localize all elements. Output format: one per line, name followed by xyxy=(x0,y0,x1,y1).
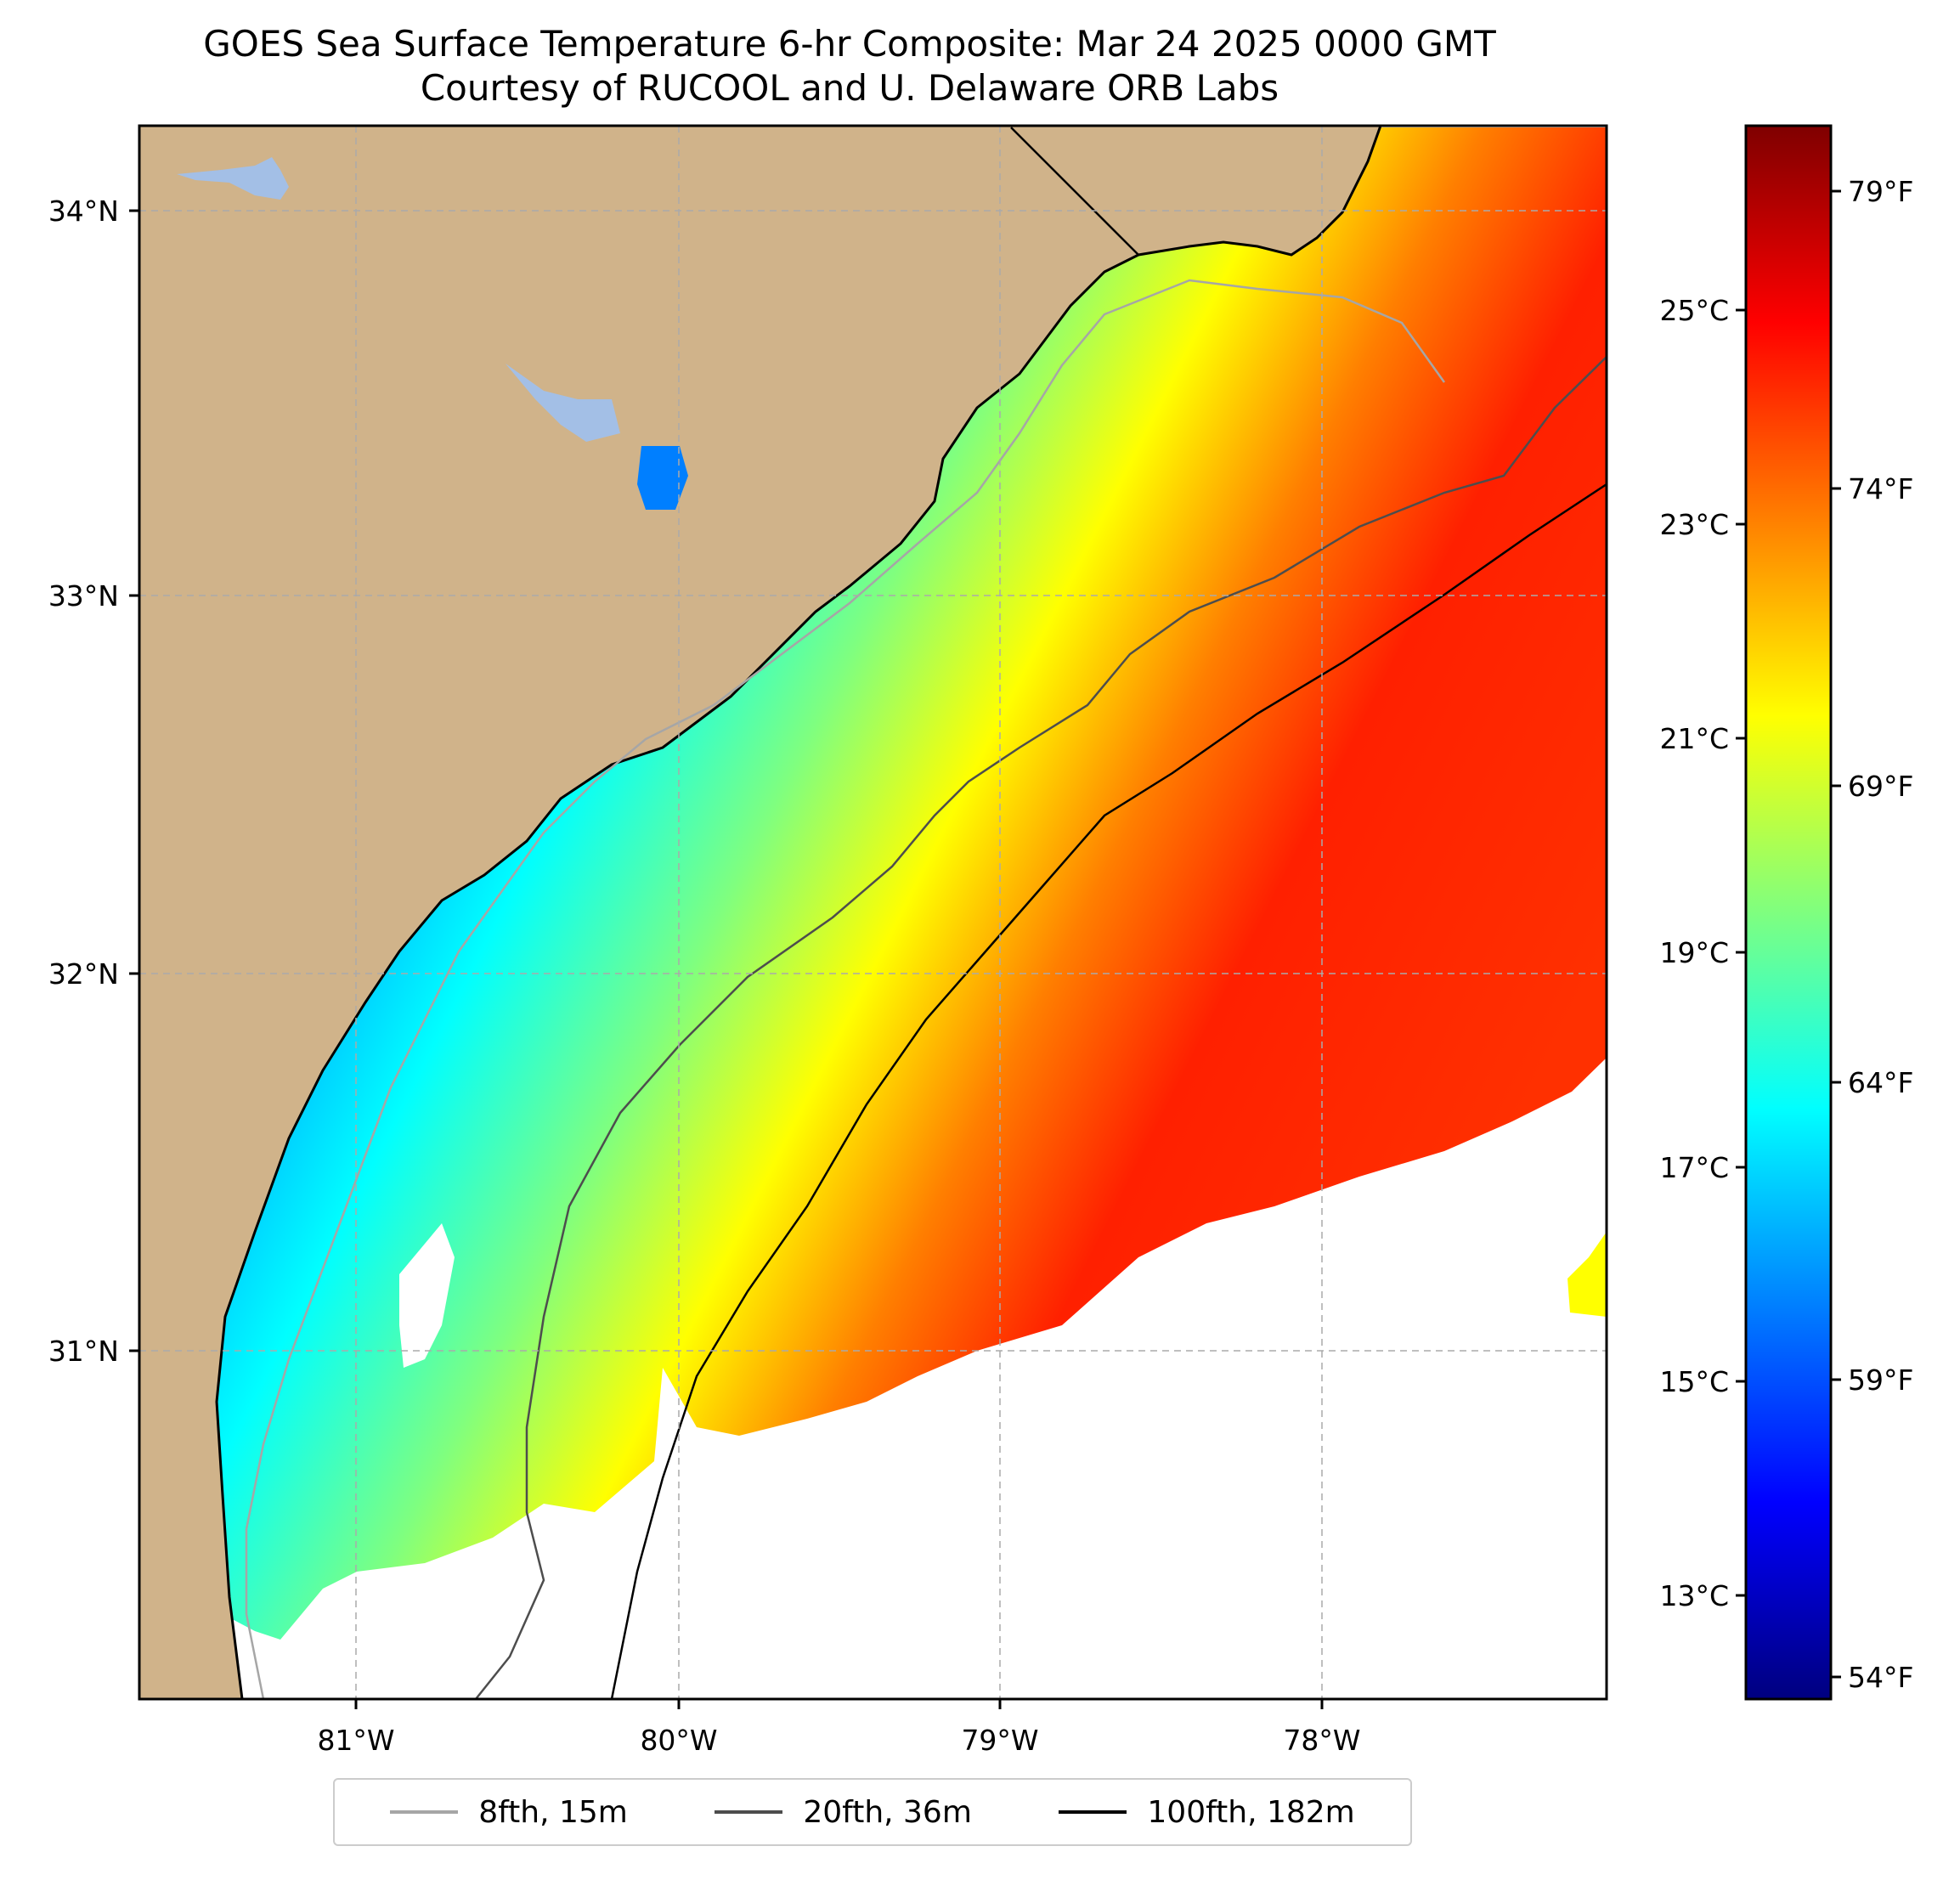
colorbar-celsius-label: 19°C xyxy=(1659,936,1729,969)
contour-8fth xyxy=(245,279,1446,1699)
legend-line-icon xyxy=(715,1810,783,1814)
land-mass xyxy=(139,126,1382,1699)
colorbar-fahrenheit-label: 64°F xyxy=(1848,1066,1913,1099)
legend-label: 8fth, 15m xyxy=(478,1794,628,1830)
colorbar-celsius-label: 21°C xyxy=(1659,722,1729,755)
legend-label: 100fth, 182m xyxy=(1147,1794,1355,1830)
lon-tick-label: 78°W xyxy=(1283,1724,1360,1757)
colorbar-fahrenheit-label: 79°F xyxy=(1848,175,1913,208)
contour-100fth xyxy=(610,483,1607,1699)
colorbar-fahrenheit-label: 69°F xyxy=(1848,770,1913,803)
lake-moultrie xyxy=(637,446,688,510)
legend-item-8fth: 8fth, 15m xyxy=(390,1795,628,1830)
lat-tick-label: 32°N xyxy=(48,957,119,991)
legend-line-icon xyxy=(390,1810,459,1814)
map-subtitle: Courtesy of RUCOOL and U. Delaware ORB L… xyxy=(420,67,1279,109)
colorbar-celsius-label: 17°C xyxy=(1659,1151,1729,1184)
contour-legend: 8fth, 15m 20fth, 36m 100fth, 182m xyxy=(333,1778,1412,1846)
lake-marion xyxy=(506,364,620,442)
colorbar xyxy=(1744,124,1833,1701)
no-data-patch xyxy=(399,1223,455,1368)
colorbar-celsius-label: 25°C xyxy=(1659,294,1729,327)
state-border xyxy=(1010,127,1139,256)
map-title: GOES Sea Surface Temperature 6-hr Compos… xyxy=(203,23,1496,65)
legend-item-20fth: 20fth, 36m xyxy=(715,1795,972,1830)
colorbar-celsius-label: 13°C xyxy=(1659,1579,1729,1612)
lat-tick-label: 31°N xyxy=(48,1335,119,1368)
map-border xyxy=(138,124,1608,1701)
colorbar-fahrenheit-label: 54°F xyxy=(1848,1661,1913,1694)
legend-label: 20fth, 36m xyxy=(803,1794,972,1830)
lon-tick-label: 79°W xyxy=(961,1724,1038,1757)
colorbar-celsius-label: 15°C xyxy=(1659,1365,1729,1398)
graticule xyxy=(139,126,1607,1699)
sst-field xyxy=(208,127,1607,1640)
lon-tick-label: 80°W xyxy=(640,1724,717,1757)
lake xyxy=(177,157,289,200)
warm-patch xyxy=(1567,1232,1607,1317)
colorbar-fahrenheit-label: 74°F xyxy=(1848,472,1913,505)
lat-tick-label: 34°N xyxy=(48,195,119,228)
contour-20fth xyxy=(475,356,1607,1699)
lon-tick-label: 81°W xyxy=(317,1724,394,1757)
legend-item-100fth: 100fth, 182m xyxy=(1059,1794,1355,1830)
colorbar-fahrenheit-label: 59°F xyxy=(1848,1363,1913,1397)
legend-line-icon xyxy=(1059,1810,1127,1814)
lat-tick-label: 33°N xyxy=(48,579,119,613)
colorbar-celsius-label: 23°C xyxy=(1659,508,1729,541)
